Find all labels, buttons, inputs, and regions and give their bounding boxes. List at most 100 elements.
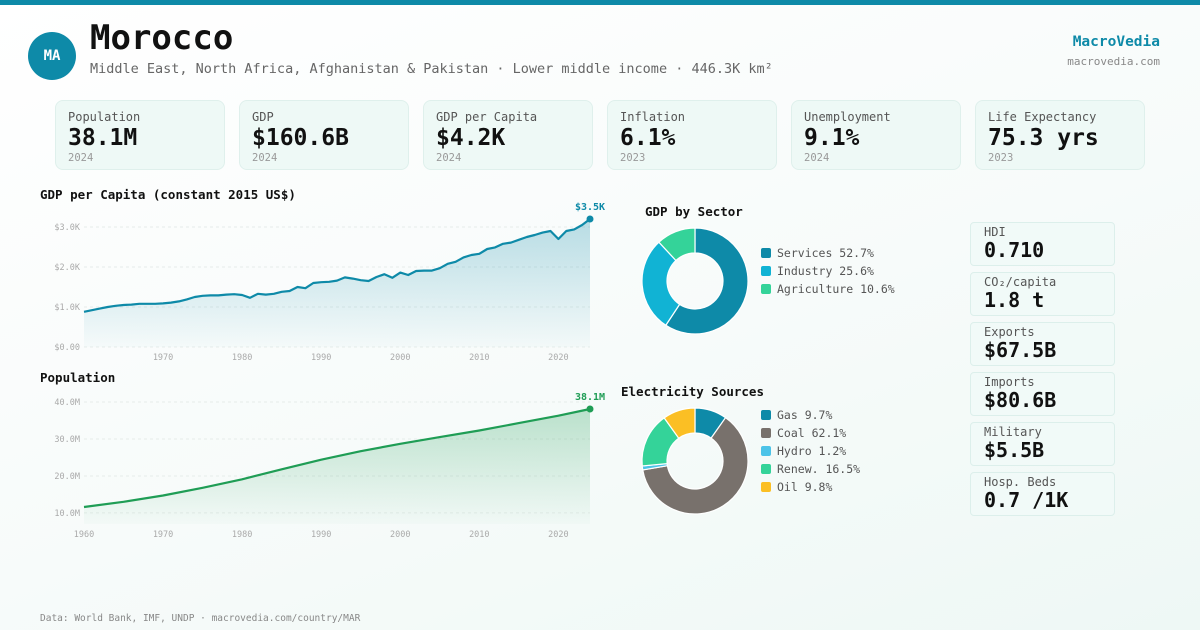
indicator-value: 0.7 /1K	[984, 488, 1069, 512]
series-line	[83, 218, 591, 313]
series-line	[83, 407, 591, 509]
indicator-military: Military $5.5B	[970, 422, 1115, 466]
stat-value: 38.1M	[68, 125, 138, 151]
x-tick-label: 1990	[311, 353, 331, 363]
sector-donut-chart	[641, 227, 749, 335]
electricity-legend: Gas 9.7% Coal 62.1% Hydro 1.2% Renew. 16.5%…	[761, 406, 860, 496]
population-chart: 10.0M 20.0M 30.0M 40.0M 1960 1970 1980 1990 2000…	[54, 392, 605, 540]
y-tick-label: $1.0K	[54, 303, 80, 313]
legend-swatch	[761, 284, 771, 294]
end-point	[586, 405, 594, 413]
stat-value: 6.1%	[620, 125, 676, 151]
indicator-label: Military	[984, 425, 1042, 439]
indicator-exports: Exports $67.5B	[970, 322, 1115, 366]
series-area	[84, 219, 590, 347]
electricity-chart-title: Electricity Sources	[621, 384, 764, 399]
indicator-label: Imports	[984, 375, 1035, 389]
sector-chart-title: GDP by Sector	[645, 204, 743, 219]
page-title: Morocco	[90, 18, 234, 58]
brand-logo[interactable]: MacroVedia	[1072, 34, 1160, 50]
x-tick-label: 2020	[548, 353, 568, 363]
stat-label: Population	[68, 110, 141, 124]
indicator-value: 1.8 t	[984, 288, 1045, 312]
stat-year: 2024	[252, 152, 278, 164]
x-tick-label: 1980	[232, 530, 252, 540]
x-tick-label: 2010	[469, 530, 489, 540]
country-code-badge: MA	[28, 32, 76, 80]
y-tick-label: 20.0M	[54, 472, 80, 482]
legend-item: Agriculture 10.6%	[761, 280, 895, 298]
x-tick-label: 1960	[74, 530, 94, 540]
stat-year: 2024	[68, 152, 94, 164]
indicator-label: HDI	[984, 225, 1006, 239]
donut-slice	[642, 416, 749, 515]
top-accent-bar	[0, 0, 1200, 5]
donut-slice	[663, 407, 696, 440]
gdp-per-capita-chart: $0.00 $1.0K $2.0K $3.0K 1970 1980 1990 2000 2010…	[54, 202, 605, 363]
stat-label: GDP per Capita	[436, 110, 538, 124]
y-tick-label: 40.0M	[54, 398, 80, 408]
indicator-imports: Imports $80.6B	[970, 372, 1115, 416]
donut-slice	[658, 227, 696, 262]
legend-label: Agriculture 10.6%	[777, 282, 895, 296]
indicator-label: Exports	[984, 325, 1035, 339]
stat-value: $4.2K	[436, 125, 506, 151]
legend-label: Coal 62.1%	[777, 426, 847, 440]
indicator-label: CO₂/capita	[984, 275, 1057, 289]
y-tick-label: $0.00	[54, 343, 80, 353]
legend-label: Gas 9.7%	[777, 408, 833, 422]
y-tick-label: $3.0K	[54, 223, 80, 233]
end-value-label: $3.5K	[575, 202, 605, 213]
x-tick-label: 1970	[153, 530, 173, 540]
stat-value: 75.3 yrs	[988, 125, 1099, 151]
legend-swatch	[761, 446, 771, 456]
sector-legend: Services 52.7% Industry 25.6% Agriculture …	[761, 244, 895, 298]
stat-year: 2023	[620, 152, 646, 164]
stat-year: 2024	[436, 152, 462, 164]
footer-source: Data: World Bank, IMF, UNDP · macrovedia…	[40, 613, 361, 624]
indicator-value: 0.710	[984, 238, 1045, 262]
stat-label: Life Expectancy	[988, 110, 1097, 124]
stat-year: 2023	[988, 152, 1014, 164]
legend-swatch	[761, 482, 771, 492]
end-point	[586, 215, 594, 223]
legend-label: Services 52.7%	[777, 246, 874, 260]
legend-label: Hydro 1.2%	[777, 444, 847, 458]
stat-label: GDP	[252, 110, 274, 124]
y-tick-label: 10.0M	[54, 509, 80, 519]
legend-item: Industry 25.6%	[761, 262, 895, 280]
series-area	[84, 409, 590, 524]
gdp-chart-title: GDP per Capita (constant 2015 US$)	[40, 187, 296, 202]
legend-item: Services 52.7%	[761, 244, 895, 262]
legend-label: Renew. 16.5%	[777, 462, 861, 476]
electricity-donut-chart	[641, 407, 749, 515]
indicator-value: $5.5B	[984, 438, 1045, 462]
stat-value: $160.6B	[252, 125, 349, 151]
stat-label: Inflation	[620, 110, 686, 124]
legend-label: Industry 25.6%	[777, 264, 874, 278]
stat-card-inflation: Inflation 6.1% 2023	[607, 100, 777, 170]
legend-swatch	[761, 410, 771, 420]
stat-card-gdp: GDP $160.6B 2024	[239, 100, 409, 170]
indicator-hospital-beds: Hosp. Beds 0.7 /1K	[970, 472, 1115, 516]
y-tick-label: 30.0M	[54, 435, 80, 445]
indicator-co2: CO₂/capita 1.8 t	[970, 272, 1115, 316]
legend-item: Gas 9.7%	[761, 406, 860, 424]
legend-item: Oil 9.8%	[761, 478, 860, 496]
page-subtitle: Middle East, North Africa, Afghanistan &…	[90, 61, 773, 77]
legend-label: Oil 9.8%	[777, 480, 833, 494]
x-tick-label: 1970	[153, 353, 173, 363]
indicator-value: $67.5B	[984, 338, 1057, 362]
x-tick-label: 2010	[469, 353, 489, 363]
stat-year: 2024	[804, 152, 830, 164]
end-value-label: 38.1M	[575, 392, 605, 403]
x-tick-label: 2020	[548, 530, 568, 540]
indicator-hdi: HDI 0.710	[970, 222, 1115, 266]
legend-swatch	[761, 428, 771, 438]
donut-slice	[664, 227, 749, 335]
x-tick-label: 2000	[390, 530, 410, 540]
brand-url[interactable]: macrovedia.com	[1067, 55, 1160, 68]
legend-swatch	[761, 266, 771, 276]
stat-card-life-expectancy: Life Expectancy 75.3 yrs 2023	[975, 100, 1145, 170]
x-tick-label: 1990	[311, 530, 331, 540]
